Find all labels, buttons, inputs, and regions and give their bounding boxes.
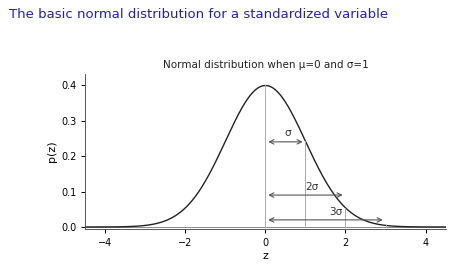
Title: Normal distribution when μ=0 and σ=1: Normal distribution when μ=0 and σ=1 bbox=[163, 60, 368, 69]
Text: The basic normal distribution for a standardized variable: The basic normal distribution for a stan… bbox=[9, 8, 389, 21]
Y-axis label: p(z): p(z) bbox=[47, 141, 57, 163]
Text: 3σ: 3σ bbox=[329, 207, 342, 217]
Text: 2σ: 2σ bbox=[305, 181, 318, 192]
Text: σ: σ bbox=[284, 128, 291, 138]
X-axis label: z: z bbox=[263, 251, 268, 261]
